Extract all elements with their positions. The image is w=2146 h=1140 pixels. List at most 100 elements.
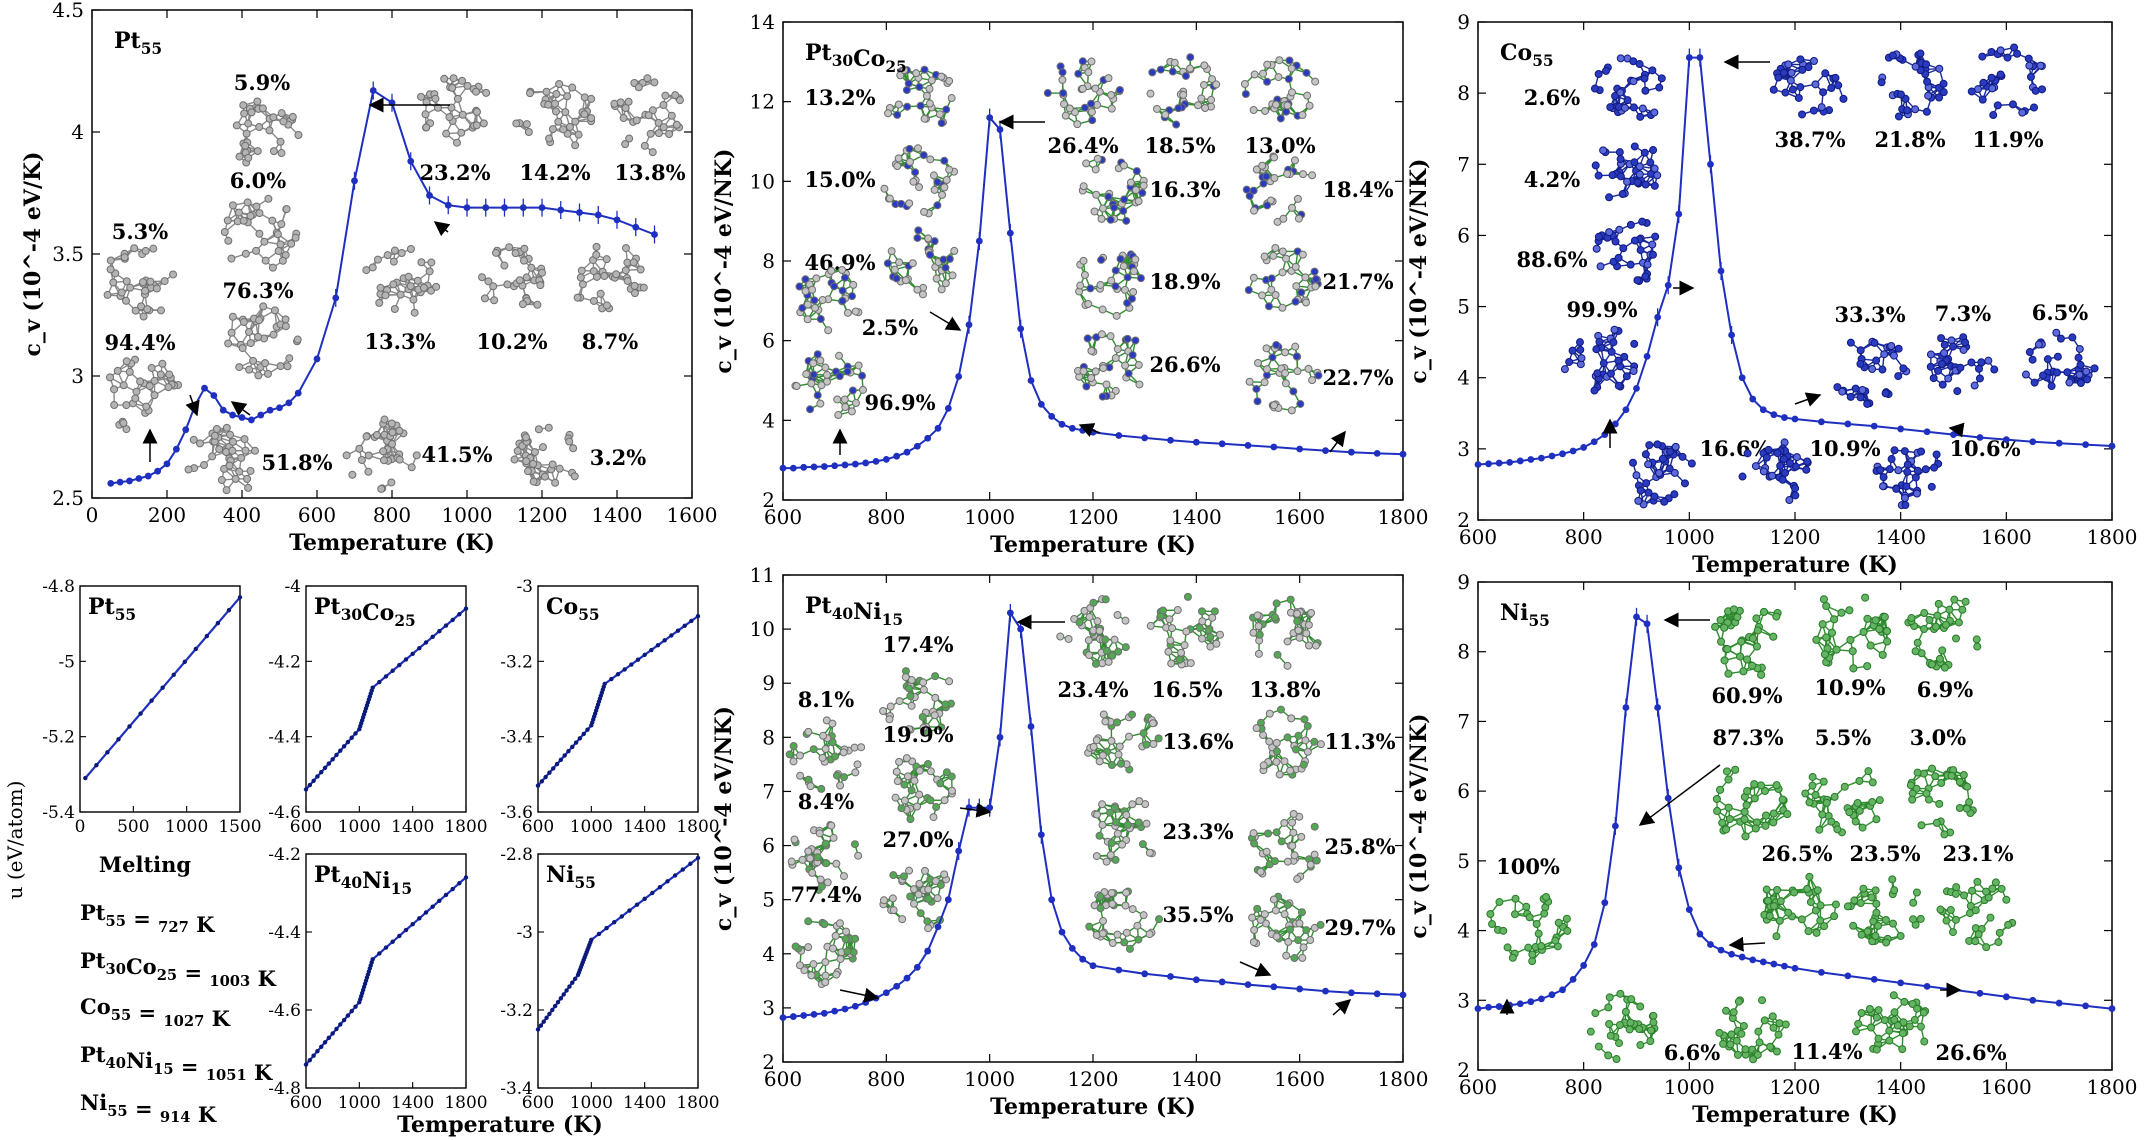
population-label: 8.1% [798,687,855,712]
data-point [581,731,586,737]
data-point [541,1019,546,1024]
data-point [655,642,661,648]
data-point [403,927,409,933]
data-point [2108,1005,2116,1013]
data-point [934,923,942,931]
y-tick-label: 6 [762,834,775,858]
data-point [642,896,647,902]
data-point [1633,613,1640,621]
data-point [1870,975,1878,983]
x-tick-label: 1400 [623,1093,666,1113]
cluster-structure [1560,325,1639,395]
data-point [538,1023,544,1028]
y-tick-label: 2 [762,488,775,512]
data-point [1643,352,1651,360]
population-label: 10.9% [1809,436,1880,461]
data-point [1870,422,1878,430]
y-tick-label: 4 [762,408,775,432]
y-tick-label: -4 [284,577,301,597]
pointer-arrow [1638,764,1721,826]
data-point [423,910,429,915]
data-point [682,623,687,629]
y-tick-label: 8 [762,249,775,273]
data-point [407,157,415,165]
cluster-structure [1248,892,1325,963]
x-axis-label: Temperature (K) [990,1094,1196,1120]
data-point [1728,331,1735,339]
data-point [872,457,880,465]
data-point [1527,456,1535,463]
x-tick-label: 1400 [391,1093,434,1113]
data-point [1559,450,1566,458]
y-tick-label: 12 [750,90,775,114]
data-point [619,914,625,919]
data-point [1580,444,1588,451]
cluster-structure [1240,56,1320,123]
data-point [557,206,565,214]
cluster-structure [891,754,956,824]
data-point [543,774,548,780]
data-point [1516,1000,1524,1008]
data-point [649,647,654,653]
data-point [913,442,921,450]
data-point [634,902,640,907]
cluster-structure [1486,892,1572,966]
data-point [229,411,237,419]
data-point [311,778,316,783]
data-point [1675,864,1683,872]
x-tick-label: 800 [1565,525,1603,549]
data-point [1738,374,1746,382]
cluster-structure [1074,330,1144,401]
x-tick-label: 1000 [1664,1075,1715,1099]
data-point [463,875,469,880]
population-label: 11.9% [1972,127,2043,152]
cv-curve [1477,615,2113,1010]
data-point [204,633,210,639]
data-point [1696,54,1704,61]
population-label: 13.6% [1162,729,1233,754]
cluster-structure [1738,438,1812,505]
data-point [397,662,402,668]
x-tick-label: 800 [867,505,905,529]
x-tick-label: 1200 [517,503,568,527]
x-tick-label: 500 [117,817,149,837]
data-point [349,735,354,740]
x-tick-label: 1800 [444,1093,487,1113]
x-tick-label: 0 [75,817,86,837]
data-point [1897,979,1905,987]
cluster-structure [1906,764,1977,839]
cluster-structure [883,226,959,299]
x-tick-label: 800 [1565,1075,1603,1099]
y-tick-label: 6 [1457,223,1470,247]
data-point [182,426,190,434]
population-label: 8.7% [582,329,639,354]
data-point [1006,609,1014,617]
data-point [463,204,471,212]
population-label: 6.0% [230,168,287,193]
data-point [285,399,293,407]
x-tick-label: 200 [148,503,186,527]
data-point [482,204,490,212]
x-tick-label: 1800 [1378,505,1429,529]
data-point [882,455,890,463]
melting-temperature: Co55 = 1027 K [80,994,231,1031]
data-point [535,1027,541,1032]
data-point [554,761,560,767]
cluster-structure [1967,43,2047,120]
data-point [831,1007,839,1015]
data-point [1601,431,1609,439]
x-tick-label: 1400 [1875,1075,1926,1099]
population-label: 10.9% [1814,675,1885,700]
x-tick-label: 1800 [2087,1075,2138,1099]
cluster-structure [1936,877,2017,952]
x-tick-label: 1000 [570,1093,613,1113]
population-label: 51.8% [261,450,332,475]
data-point [83,775,88,781]
cluster-structure [510,423,579,487]
cluster-structure [1877,49,1948,121]
data-point [1569,975,1577,983]
population-label: 21.8% [1874,127,1945,152]
data-point [417,645,422,651]
x-tick-label: 1600 [1981,1075,2032,1099]
data-point [353,731,358,736]
